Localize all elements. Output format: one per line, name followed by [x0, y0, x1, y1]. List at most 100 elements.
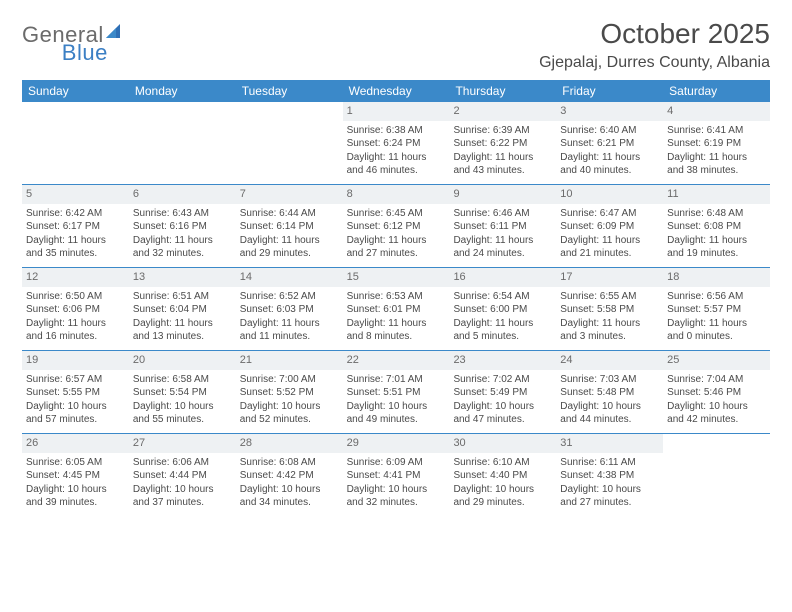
- day-cell: 3 Sunrise: 6:40 AMSunset: 6:21 PMDaylight…: [556, 102, 663, 184]
- day-header: Saturday: [663, 80, 770, 102]
- day-details: Sunrise: 6:50 AMSunset: 6:06 PMDaylight:…: [26, 290, 125, 344]
- logo: General Blue: [22, 18, 108, 66]
- day-details: Sunrise: 6:11 AMSunset: 4:38 PMDaylight:…: [560, 456, 659, 510]
- day-number: 29: [343, 434, 450, 453]
- day-details: Sunrise: 7:02 AMSunset: 5:49 PMDaylight:…: [453, 373, 552, 427]
- day-details: Sunrise: 6:58 AMSunset: 5:54 PMDaylight:…: [133, 373, 232, 427]
- day-details: Sunrise: 7:04 AMSunset: 5:46 PMDaylight:…: [667, 373, 766, 427]
- week-row: 19 Sunrise: 6:57 AMSunset: 5:55 PMDayligh…: [22, 351, 770, 434]
- day-cell: 25 Sunrise: 7:04 AMSunset: 5:46 PMDayligh…: [663, 351, 770, 433]
- day-details: Sunrise: 6:43 AMSunset: 6:16 PMDaylight:…: [133, 207, 232, 261]
- day-details: Sunrise: 6:39 AMSunset: 6:22 PMDaylight:…: [453, 124, 552, 178]
- day-number: 10: [556, 185, 663, 204]
- day-details: Sunrise: 6:06 AMSunset: 4:44 PMDaylight:…: [133, 456, 232, 510]
- day-cell: 15 Sunrise: 6:53 AMSunset: 6:01 PMDayligh…: [343, 268, 450, 350]
- day-details: Sunrise: 6:56 AMSunset: 5:57 PMDaylight:…: [667, 290, 766, 344]
- day-number: 19: [22, 351, 129, 370]
- day-cell: 8 Sunrise: 6:45 AMSunset: 6:12 PMDaylight…: [343, 185, 450, 267]
- location: Gjepalaj, Durres County, Albania: [539, 54, 770, 72]
- day-details: Sunrise: 7:00 AMSunset: 5:52 PMDaylight:…: [240, 373, 339, 427]
- title-block: October 2025 Gjepalaj, Durres County, Al…: [539, 18, 770, 72]
- day-details: Sunrise: 6:08 AMSunset: 4:42 PMDaylight:…: [240, 456, 339, 510]
- day-number: 1: [343, 102, 450, 121]
- day-details: Sunrise: 6:10 AMSunset: 4:40 PMDaylight:…: [453, 456, 552, 510]
- day-details: Sunrise: 6:57 AMSunset: 5:55 PMDaylight:…: [26, 373, 125, 427]
- day-details: Sunrise: 6:51 AMSunset: 6:04 PMDaylight:…: [133, 290, 232, 344]
- day-number: 14: [236, 268, 343, 287]
- day-headers: SundayMondayTuesdayWednesdayThursdayFrid…: [22, 80, 770, 102]
- day-cell: 14Sunrise: 6:52 AMSunset: 6:03 PMDayligh…: [236, 268, 343, 350]
- day-cell: 20Sunrise: 6:58 AMSunset: 5:54 PMDayligh…: [129, 351, 236, 433]
- day-header: Tuesday: [236, 80, 343, 102]
- day-number: 11: [663, 185, 770, 204]
- day-number: 2: [449, 102, 556, 121]
- day-number: 3: [556, 102, 663, 121]
- calendar-page: General Blue October 2025 Gjepalaj, Durr…: [0, 0, 792, 516]
- day-number: 18: [663, 268, 770, 287]
- logo-text-blue: Blue: [62, 40, 108, 65]
- day-cell: 29Sunrise: 6:09 AMSunset: 4:41 PMDayligh…: [343, 434, 450, 516]
- day-details: Sunrise: 6:53 AMSunset: 6:01 PMDaylight:…: [347, 290, 446, 344]
- day-details: Sunrise: 6:41 AMSunset: 6:19 PMDaylight:…: [667, 124, 766, 178]
- day-number: 15: [343, 268, 450, 287]
- day-details: Sunrise: 6:40 AMSunset: 6:21 PMDaylight:…: [560, 124, 659, 178]
- day-header: Monday: [129, 80, 236, 102]
- day-number: 13: [129, 268, 236, 287]
- day-details: Sunrise: 6:05 AMSunset: 4:45 PMDaylight:…: [26, 456, 125, 510]
- day-number: 6: [129, 185, 236, 204]
- day-cell: [22, 102, 129, 184]
- day-details: Sunrise: 6:55 AMSunset: 5:58 PMDaylight:…: [560, 290, 659, 344]
- day-number: 7: [236, 185, 343, 204]
- day-cell: 5Sunrise: 6:42 AMSunset: 6:17 PMDaylight…: [22, 185, 129, 267]
- day-number: 8: [343, 185, 450, 204]
- day-cell: 18 Sunrise: 6:56 AMSunset: 5:57 PMDayligh…: [663, 268, 770, 350]
- day-cell: 6 Sunrise: 6:43 AMSunset: 6:16 PMDaylight…: [129, 185, 236, 267]
- day-cell: 13 Sunrise: 6:51 AMSunset: 6:04 PMDayligh…: [129, 268, 236, 350]
- day-details: Sunrise: 7:01 AMSunset: 5:51 PMDaylight:…: [347, 373, 446, 427]
- day-cell: 7 Sunrise: 6:44 AMSunset: 6:14 PMDaylight…: [236, 185, 343, 267]
- day-header: Wednesday: [343, 80, 450, 102]
- day-cell: 12Sunrise: 6:50 AMSunset: 6:06 PMDayligh…: [22, 268, 129, 350]
- day-number: 28: [236, 434, 343, 453]
- day-cell: 19 Sunrise: 6:57 AMSunset: 5:55 PMDayligh…: [22, 351, 129, 433]
- day-number: 24: [556, 351, 663, 370]
- day-cell: 22 Sunrise: 7:01 AMSunset: 5:51 PMDayligh…: [343, 351, 450, 433]
- day-details: Sunrise: 6:38 AMSunset: 6:24 PMDaylight:…: [347, 124, 446, 178]
- day-cell: 1 Sunrise: 6:38 AMSunset: 6:24 PMDaylight…: [343, 102, 450, 184]
- day-number: 16: [449, 268, 556, 287]
- day-details: Sunrise: 6:48 AMSunset: 6:08 PMDaylight:…: [667, 207, 766, 261]
- day-header: Friday: [556, 80, 663, 102]
- day-cell: 28 Sunrise: 6:08 AMSunset: 4:42 PMDayligh…: [236, 434, 343, 516]
- day-cell: 17 Sunrise: 6:55 AMSunset: 5:58 PMDayligh…: [556, 268, 663, 350]
- day-details: Sunrise: 6:47 AMSunset: 6:09 PMDaylight:…: [560, 207, 659, 261]
- day-cell: 27 Sunrise: 6:06 AMSunset: 4:44 PMDayligh…: [129, 434, 236, 516]
- day-cell: 9Sunrise: 6:46 AMSunset: 6:11 PMDaylight…: [449, 185, 556, 267]
- day-cell: 11 Sunrise: 6:48 AMSunset: 6:08 PMDayligh…: [663, 185, 770, 267]
- week-row: 26Sunrise: 6:05 AMSunset: 4:45 PMDayligh…: [22, 434, 770, 516]
- day-cell: [129, 102, 236, 184]
- week-row: 1 Sunrise: 6:38 AMSunset: 6:24 PMDaylight…: [22, 102, 770, 185]
- day-cell: 24 Sunrise: 7:03 AMSunset: 5:48 PMDayligh…: [556, 351, 663, 433]
- day-number: 25: [663, 351, 770, 370]
- day-number: 17: [556, 268, 663, 287]
- calendar: SundayMondayTuesdayWednesdayThursdayFrid…: [22, 80, 770, 516]
- day-details: Sunrise: 6:42 AMSunset: 6:17 PMDaylight:…: [26, 207, 125, 261]
- day-number: 27: [129, 434, 236, 453]
- day-details: Sunrise: 7:03 AMSunset: 5:48 PMDaylight:…: [560, 373, 659, 427]
- day-cell: 31Sunrise: 6:11 AMSunset: 4:38 PMDayligh…: [556, 434, 663, 516]
- day-cell: 4Sunrise: 6:41 AMSunset: 6:19 PMDaylight…: [663, 102, 770, 184]
- day-number: 23: [449, 351, 556, 370]
- day-number: 22: [343, 351, 450, 370]
- month-title: October 2025: [539, 18, 770, 50]
- day-details: Sunrise: 6:45 AMSunset: 6:12 PMDaylight:…: [347, 207, 446, 261]
- day-details: Sunrise: 6:44 AMSunset: 6:14 PMDaylight:…: [240, 207, 339, 261]
- day-cell: 30 Sunrise: 6:10 AMSunset: 4:40 PMDayligh…: [449, 434, 556, 516]
- day-number: 21: [236, 351, 343, 370]
- day-number: 9: [449, 185, 556, 204]
- week-row: 12Sunrise: 6:50 AMSunset: 6:06 PMDayligh…: [22, 268, 770, 351]
- day-cell: 21 Sunrise: 7:00 AMSunset: 5:52 PMDayligh…: [236, 351, 343, 433]
- day-cell: 26Sunrise: 6:05 AMSunset: 4:45 PMDayligh…: [22, 434, 129, 516]
- day-number: 30: [449, 434, 556, 453]
- header: General Blue October 2025 Gjepalaj, Durr…: [22, 18, 770, 72]
- weeks-container: 1 Sunrise: 6:38 AMSunset: 6:24 PMDaylight…: [22, 102, 770, 516]
